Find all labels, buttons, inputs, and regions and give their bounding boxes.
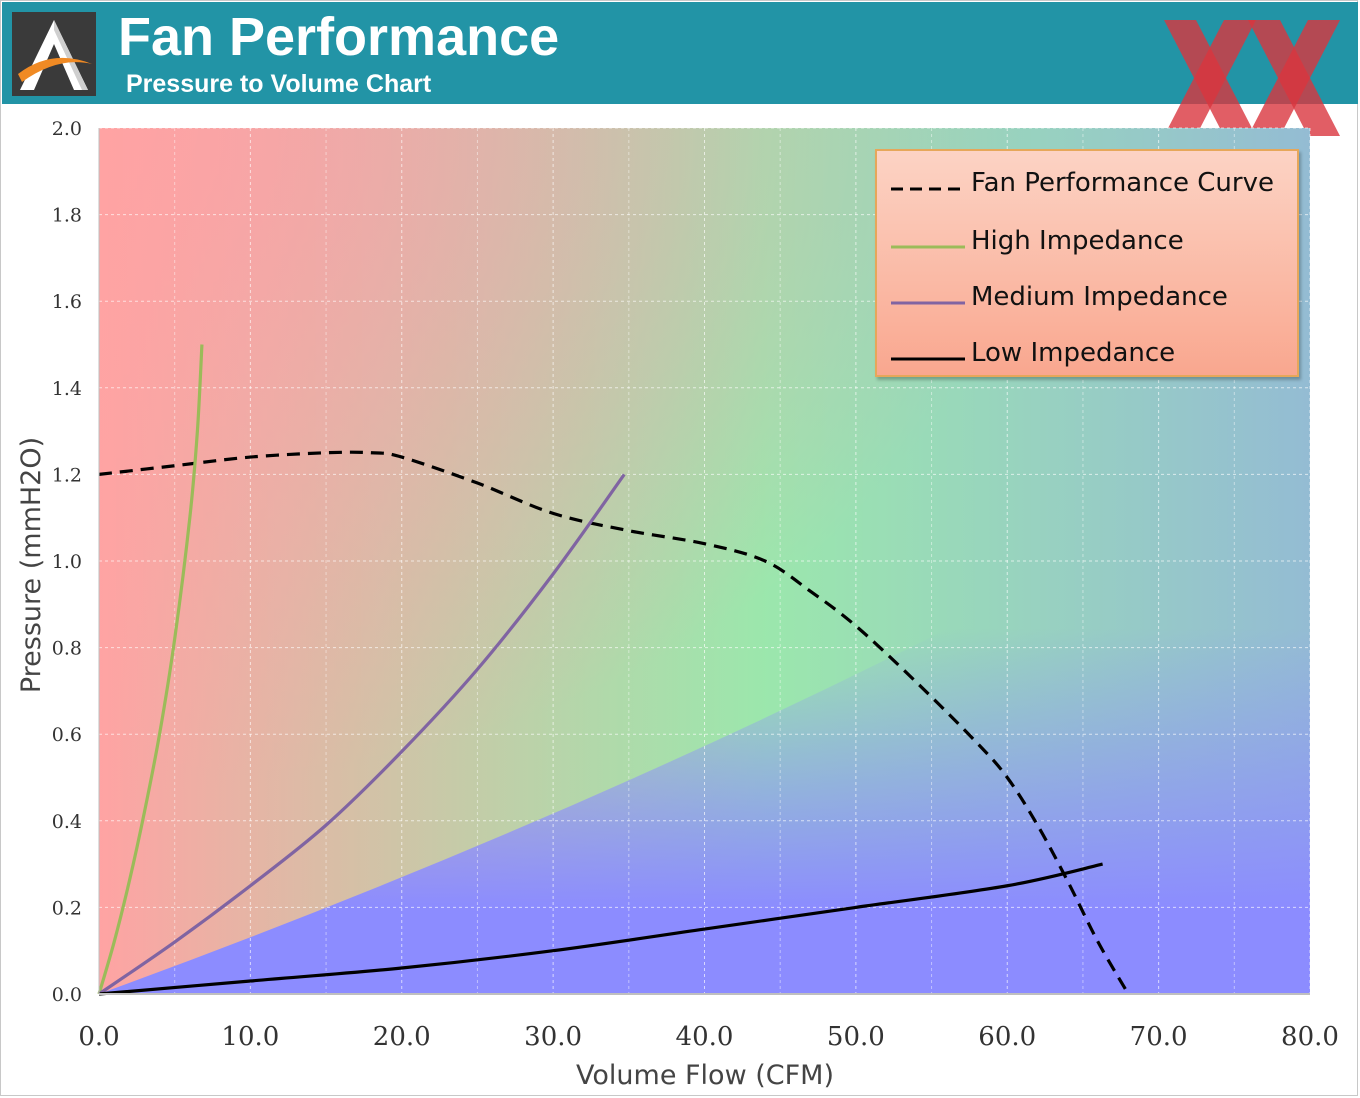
axis-layer: 0.0 10.0 20.0 30.0 40.0 50.0 60.0 70.0 80.0 0.0 0.… xyxy=(52,118,1339,1052)
x-tick-label: 40.0 xyxy=(676,1022,734,1052)
double-x-logo-icon xyxy=(1164,20,1340,136)
y-axis-title: Pressure (mmH2O) xyxy=(16,437,47,693)
y-tick-label: 0.8 xyxy=(52,638,82,660)
series-line-medium-impedance xyxy=(98,473,626,996)
x-axis-title: Volume Flow (CFM) xyxy=(576,1060,834,1091)
x-tick-label: 60.0 xyxy=(978,1022,1036,1052)
y-tick-label: 1.6 xyxy=(52,291,82,313)
triangle-a-swoosh-logo-icon xyxy=(12,12,96,96)
x-tick-label: 20.0 xyxy=(373,1022,431,1052)
plot-bg-blue xyxy=(99,431,1310,995)
legend-label: High Impedance xyxy=(971,226,1184,256)
series-line-low-impedance xyxy=(98,862,1103,996)
y-tick-label: 0.6 xyxy=(52,724,82,746)
x-tick-label: 80.0 xyxy=(1281,1022,1339,1052)
legend-item-low-impedance: Low Impedance xyxy=(889,333,1293,373)
y-tick-label: 1.4 xyxy=(52,378,82,400)
legend-item-medium-impedance: Medium Impedance xyxy=(889,277,1293,317)
legend-swatch-dashed xyxy=(891,187,967,191)
legend-swatch-green xyxy=(891,245,965,249)
x-tick-label: 30.0 xyxy=(524,1022,582,1052)
y-tick-label: 0.4 xyxy=(52,811,82,833)
y-tick-label: 1.0 xyxy=(52,551,82,573)
series-line-fan-performance-curve xyxy=(98,450,1130,995)
y-tick-label: 2.0 xyxy=(52,118,82,140)
legend-label: Fan Performance Curve xyxy=(971,168,1274,198)
chart-header: Fan Performance Pressure to Volume Chart xyxy=(2,2,1358,104)
y-tick-label: 1.2 xyxy=(52,464,82,486)
series-layer xyxy=(97,344,1130,996)
legend-label: Medium Impedance xyxy=(971,282,1228,312)
legend-label: Low Impedance xyxy=(971,338,1176,368)
x-tick-label: 70.0 xyxy=(1130,1022,1188,1052)
legend-swatch-black xyxy=(891,357,965,361)
chart-title: Fan Performance xyxy=(118,7,560,67)
legend-item-high-impedance: High Impedance xyxy=(889,221,1293,261)
y-tick-label: 0.2 xyxy=(52,897,82,919)
x-tick-label: 10.0 xyxy=(221,1022,279,1052)
chart-legend: Fan Performance Curve High Impedance Med… xyxy=(875,149,1299,377)
x-tick-label: 0.0 xyxy=(78,1022,119,1052)
legend-swatch-purple xyxy=(891,301,965,305)
legend-item-fan-performance-curve: Fan Performance Curve xyxy=(889,163,1293,203)
y-tick-label: 0.0 xyxy=(52,984,82,1006)
chart-subtitle: Pressure to Volume Chart xyxy=(126,70,432,98)
y-tick-label: 1.8 xyxy=(52,205,82,227)
series-line-high-impedance xyxy=(97,344,204,995)
x-tick-label: 50.0 xyxy=(827,1022,885,1052)
